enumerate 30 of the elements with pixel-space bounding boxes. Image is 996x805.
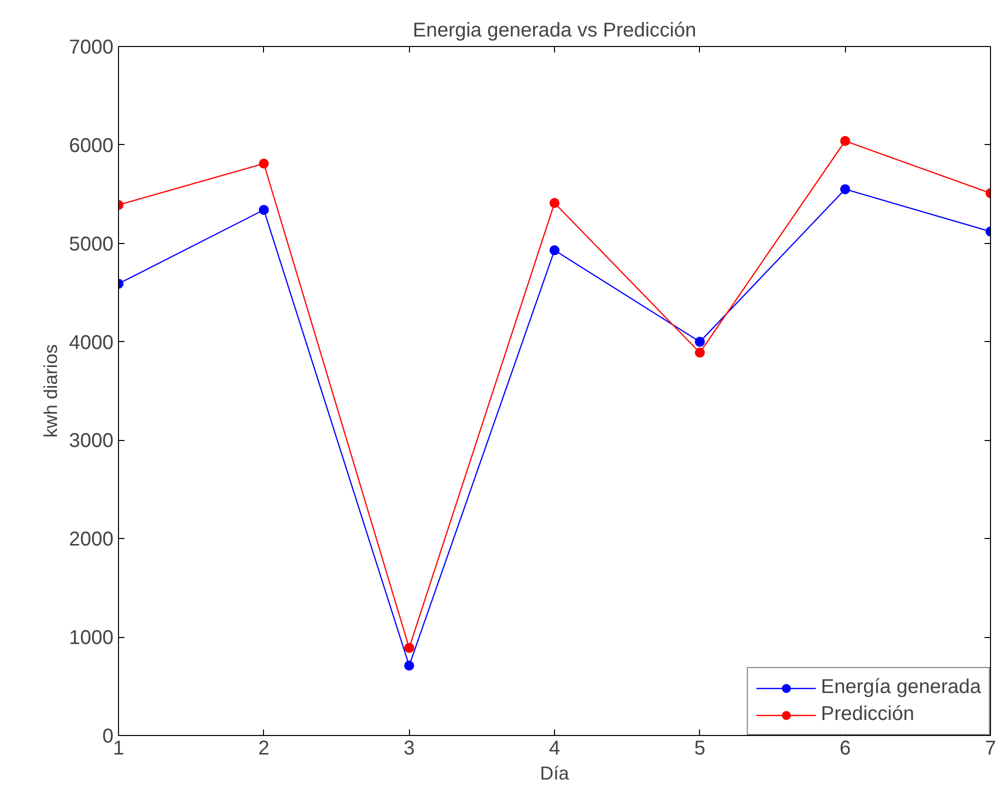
y-tick-label: 4000 — [69, 332, 114, 354]
point — [840, 136, 850, 146]
x-tick-label: 7 — [984, 738, 996, 760]
point — [258, 158, 269, 169]
legend-label: Predicción — [820, 703, 914, 726]
point — [550, 198, 560, 208]
y-tick-label: 7000 — [69, 36, 114, 58]
y-tick-label: 3000 — [69, 430, 114, 452]
point — [694, 348, 705, 358]
x-tick-label: 4 — [548, 738, 560, 760]
point — [694, 336, 705, 347]
point — [404, 660, 414, 671]
point — [840, 184, 850, 194]
y-tick-label: 6000 — [69, 134, 114, 157]
point — [404, 642, 414, 653]
x-tick-label: 3 — [404, 738, 415, 760]
y-tick-label: 5000 — [69, 233, 114, 256]
x-tick-label: 2 — [258, 738, 270, 760]
x-tick-label: 6 — [840, 738, 851, 760]
y-tick-label: 1000 — [69, 627, 114, 650]
x-axis-title: Día — [540, 762, 570, 784]
chart-title: Energia generada vs Predicción — [412, 20, 696, 42]
point — [550, 245, 560, 256]
y-tick-label: 2000 — [69, 528, 114, 551]
point — [258, 204, 269, 215]
legend-label: Energía generada — [820, 676, 981, 699]
y-tick-label: 0 — [102, 726, 114, 748]
x-tick-label: 1 — [112, 738, 124, 760]
y-axis-title: kwh diarios — [40, 344, 62, 438]
x-tick-label: 5 — [694, 738, 706, 760]
